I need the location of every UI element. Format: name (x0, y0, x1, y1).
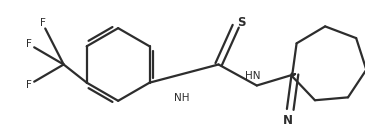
Text: HN: HN (245, 71, 261, 81)
Text: S: S (237, 16, 246, 29)
Text: NH: NH (175, 93, 190, 103)
Text: F: F (26, 80, 32, 90)
Text: F: F (40, 18, 46, 28)
Text: N: N (283, 114, 293, 127)
Text: F: F (26, 39, 32, 49)
